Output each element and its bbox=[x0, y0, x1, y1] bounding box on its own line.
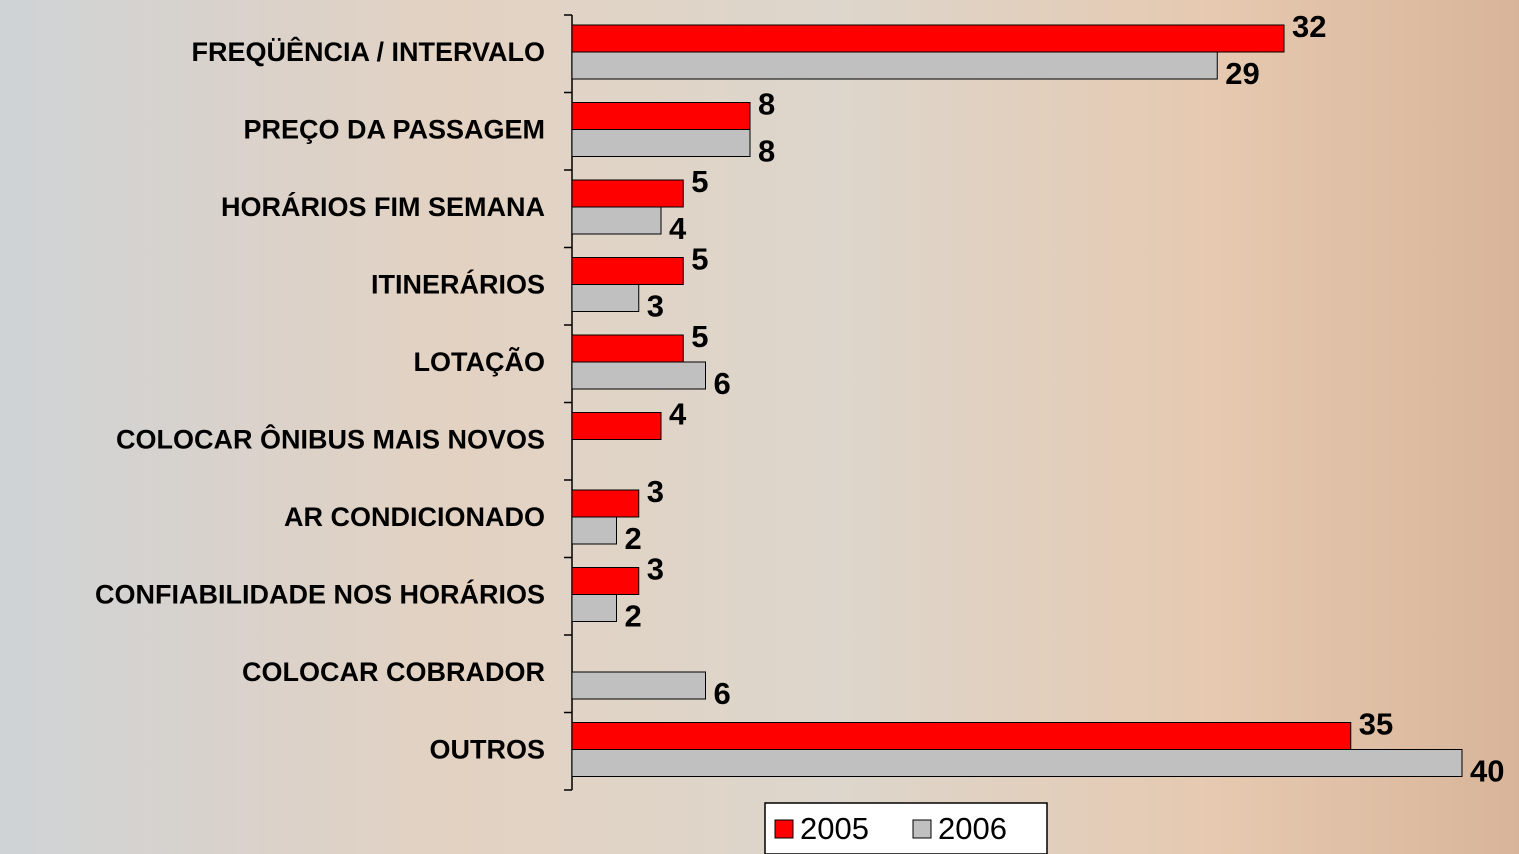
category-label: COLOCAR COBRADOR bbox=[242, 657, 545, 687]
bar bbox=[571, 51, 1218, 80]
bar bbox=[571, 206, 662, 235]
value-label: 35 bbox=[1359, 707, 1393, 742]
value-label: 2 bbox=[625, 599, 642, 634]
bar bbox=[571, 129, 751, 157]
category-label: FREQÜÊNCIA / INTERVALO bbox=[191, 36, 545, 67]
bar bbox=[571, 516, 617, 545]
bar bbox=[571, 412, 662, 440]
category-label: OUTROS bbox=[429, 734, 545, 764]
value-label: 32 bbox=[1292, 9, 1326, 44]
bar bbox=[571, 671, 706, 700]
category-label: COLOCAR ÔNIBUS MAIS NOVOS bbox=[116, 423, 545, 454]
bar bbox=[571, 749, 1463, 777]
value-label: 8 bbox=[758, 134, 775, 169]
legend bbox=[764, 802, 1048, 854]
value-label: 4 bbox=[669, 211, 687, 246]
value-label: 5 bbox=[691, 242, 708, 277]
bar bbox=[571, 567, 640, 595]
legend-swatch bbox=[774, 819, 794, 839]
value-label: 29 bbox=[1225, 56, 1259, 91]
value-label: 5 bbox=[691, 319, 708, 354]
value-label: 8 bbox=[758, 87, 775, 122]
value-label: 3 bbox=[647, 474, 664, 509]
value-label: 3 bbox=[647, 552, 664, 587]
value-label: 6 bbox=[714, 366, 731, 401]
value-label: 4 bbox=[669, 397, 687, 432]
legend-swatch bbox=[912, 819, 932, 839]
bar bbox=[571, 722, 1352, 750]
category-label: ITINERÁRIOS bbox=[371, 268, 545, 299]
category-label: LOTAÇÃO bbox=[414, 346, 545, 377]
bar bbox=[571, 24, 1285, 53]
value-label: 2 bbox=[625, 521, 642, 556]
category-label: AR CONDICIONADO bbox=[284, 502, 545, 532]
legend-label: 2006 bbox=[938, 811, 1007, 846]
bar bbox=[571, 334, 684, 363]
bar bbox=[571, 102, 751, 130]
value-label: 40 bbox=[1470, 754, 1504, 789]
bar bbox=[571, 594, 617, 622]
bar bbox=[571, 489, 640, 518]
bar bbox=[571, 257, 684, 285]
value-label: 5 bbox=[691, 164, 708, 199]
legend-label: 2005 bbox=[800, 811, 869, 846]
bar bbox=[571, 284, 640, 312]
value-label: 6 bbox=[714, 676, 731, 711]
category-label: PREÇO DA PASSAGEM bbox=[243, 114, 545, 144]
category-label: HORÁRIOS FIM SEMANA bbox=[221, 191, 545, 222]
category-label: CONFIABILIDADE NOS HORÁRIOS bbox=[95, 578, 545, 609]
bar bbox=[571, 361, 706, 390]
bar bbox=[571, 179, 684, 208]
value-label: 3 bbox=[647, 289, 664, 324]
